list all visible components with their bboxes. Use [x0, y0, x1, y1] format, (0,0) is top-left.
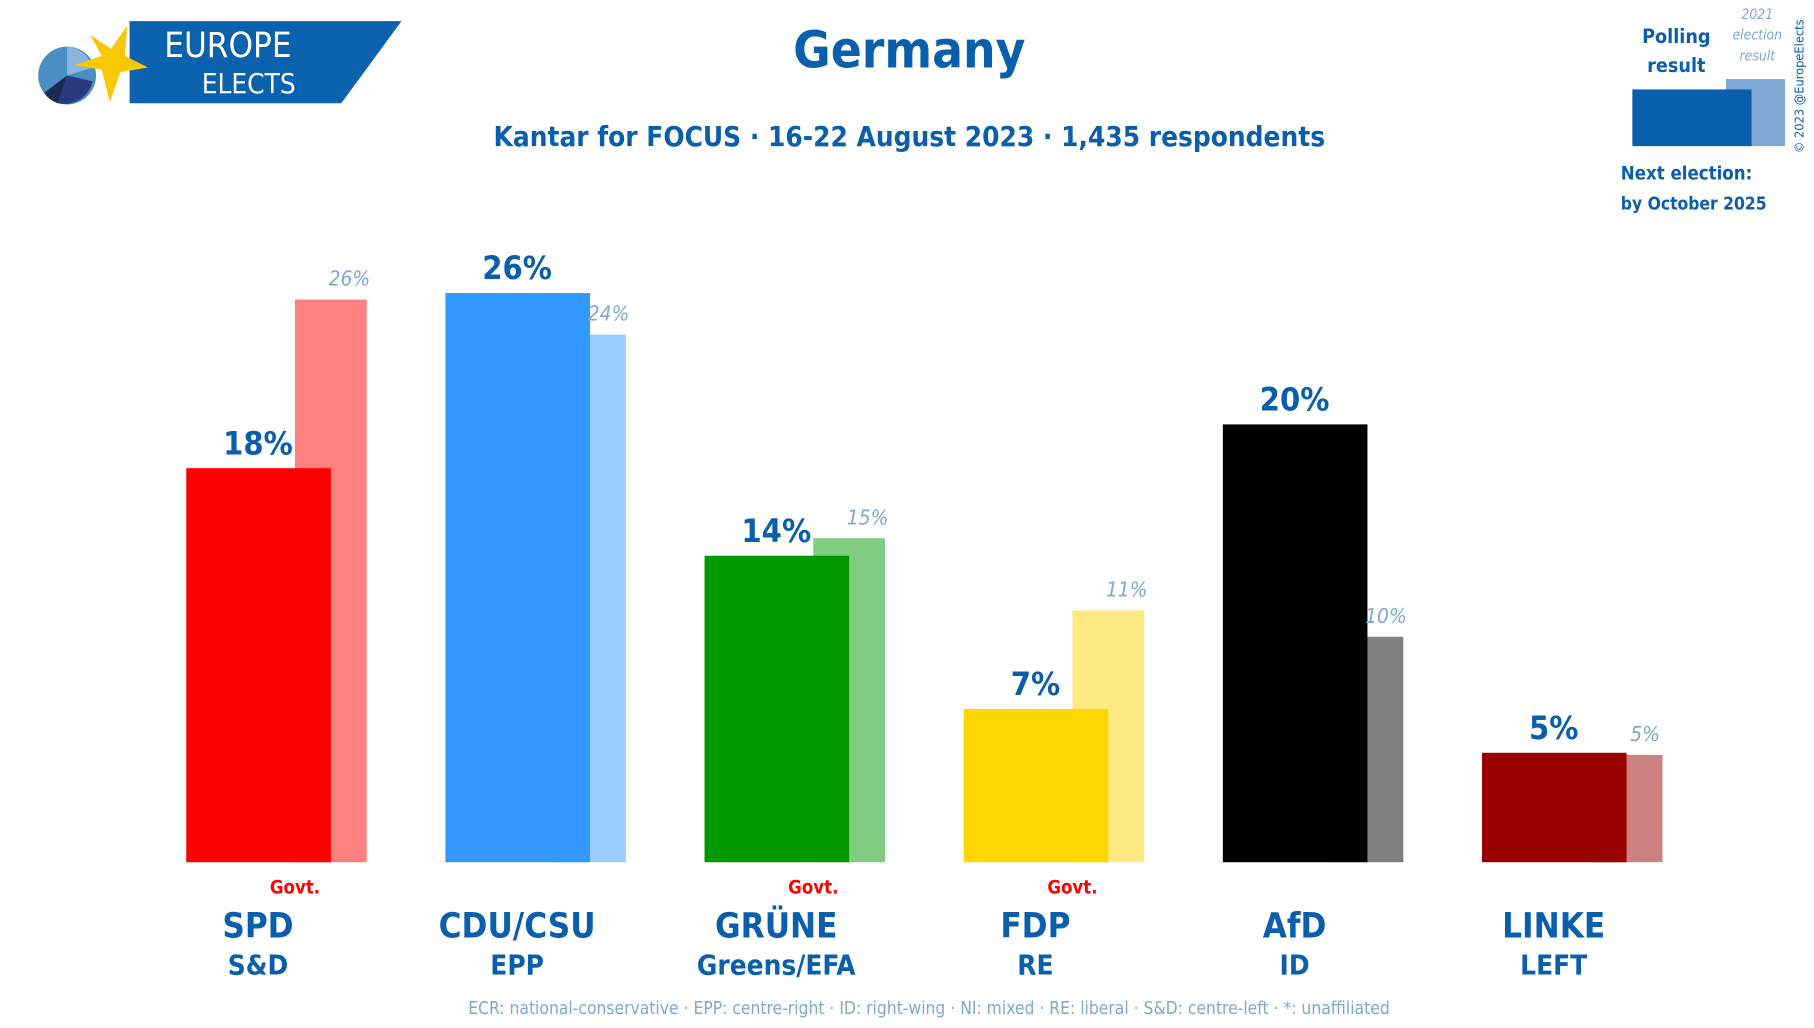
- party-group-2: Greens/EFA: [697, 948, 856, 981]
- legend-prev-2: election: [1733, 28, 1783, 44]
- next-election-label: Next election:: [1621, 164, 1752, 185]
- label-previous-2: 15%: [847, 505, 889, 529]
- next-election-value: by October 2025: [1621, 195, 1767, 215]
- bar-poll-3: [963, 708, 1109, 863]
- label-poll-4: 20%: [1260, 381, 1330, 419]
- logo-banner: [129, 21, 402, 104]
- label-previous-1: 24%: [588, 302, 630, 326]
- legend-prev-1: 2021: [1741, 7, 1773, 23]
- label-previous-0: 26%: [329, 267, 371, 291]
- party-group-4: ID: [1280, 948, 1310, 981]
- page-title: Germany: [793, 21, 1025, 80]
- logo-text-elects: ELECTS: [202, 67, 296, 100]
- party-name-5: LINKE: [1502, 906, 1605, 946]
- legend: Polling result 2021 election result © 20…: [1621, 7, 1807, 215]
- logo-star-icon: [74, 25, 149, 103]
- bar-poll-1: [445, 293, 591, 863]
- party-group-0: S&D: [228, 948, 288, 981]
- copyright: © 2023 @EuropeElects: [1792, 19, 1807, 153]
- legend-prev-3: result: [1740, 49, 1777, 65]
- party-name-4: AfD: [1263, 906, 1327, 946]
- footer-legend: ECR: national-conservative · EPP: centre…: [468, 999, 1390, 1019]
- label-previous-3: 11%: [1106, 578, 1148, 602]
- party-name-3: FDP: [1000, 906, 1070, 946]
- label-previous-4: 10%: [1365, 604, 1407, 628]
- legend-polling-1: Polling: [1642, 25, 1711, 48]
- party-group-1: EPP: [490, 948, 544, 981]
- party-name-1: CDU/CSU: [439, 906, 596, 946]
- label-poll-1: 26%: [482, 249, 552, 287]
- bar-poll-4: [1222, 424, 1368, 863]
- party-group-3: RE: [1017, 948, 1053, 981]
- logo-text-europe: EUROPE: [164, 26, 291, 66]
- govt-label-0: Govt.: [270, 877, 320, 898]
- govt-label-3: Govt.: [1047, 877, 1097, 898]
- label-poll-0: 18%: [223, 424, 293, 462]
- label-poll-3: 7%: [1011, 665, 1060, 703]
- subtitle: Kantar for FOCUS · 16-22 August 2023 · 1…: [494, 120, 1326, 153]
- legend-poll-swatch: [1632, 89, 1752, 147]
- bar-poll-0: [186, 468, 331, 863]
- label-previous-5: 5%: [1630, 722, 1660, 746]
- party-group-5: LEFT: [1520, 948, 1587, 981]
- bar-poll-5: [1481, 752, 1627, 863]
- logo: EUROPE ELECTS: [38, 21, 402, 105]
- label-poll-5: 5%: [1529, 709, 1578, 747]
- party-name-0: SPD: [222, 906, 293, 946]
- party-name-2: GRÜNE: [715, 904, 837, 946]
- legend-polling-2: result: [1647, 54, 1706, 77]
- bar-poll-2: [704, 555, 850, 863]
- label-poll-2: 14%: [741, 512, 811, 550]
- govt-label-2: Govt.: [788, 877, 838, 898]
